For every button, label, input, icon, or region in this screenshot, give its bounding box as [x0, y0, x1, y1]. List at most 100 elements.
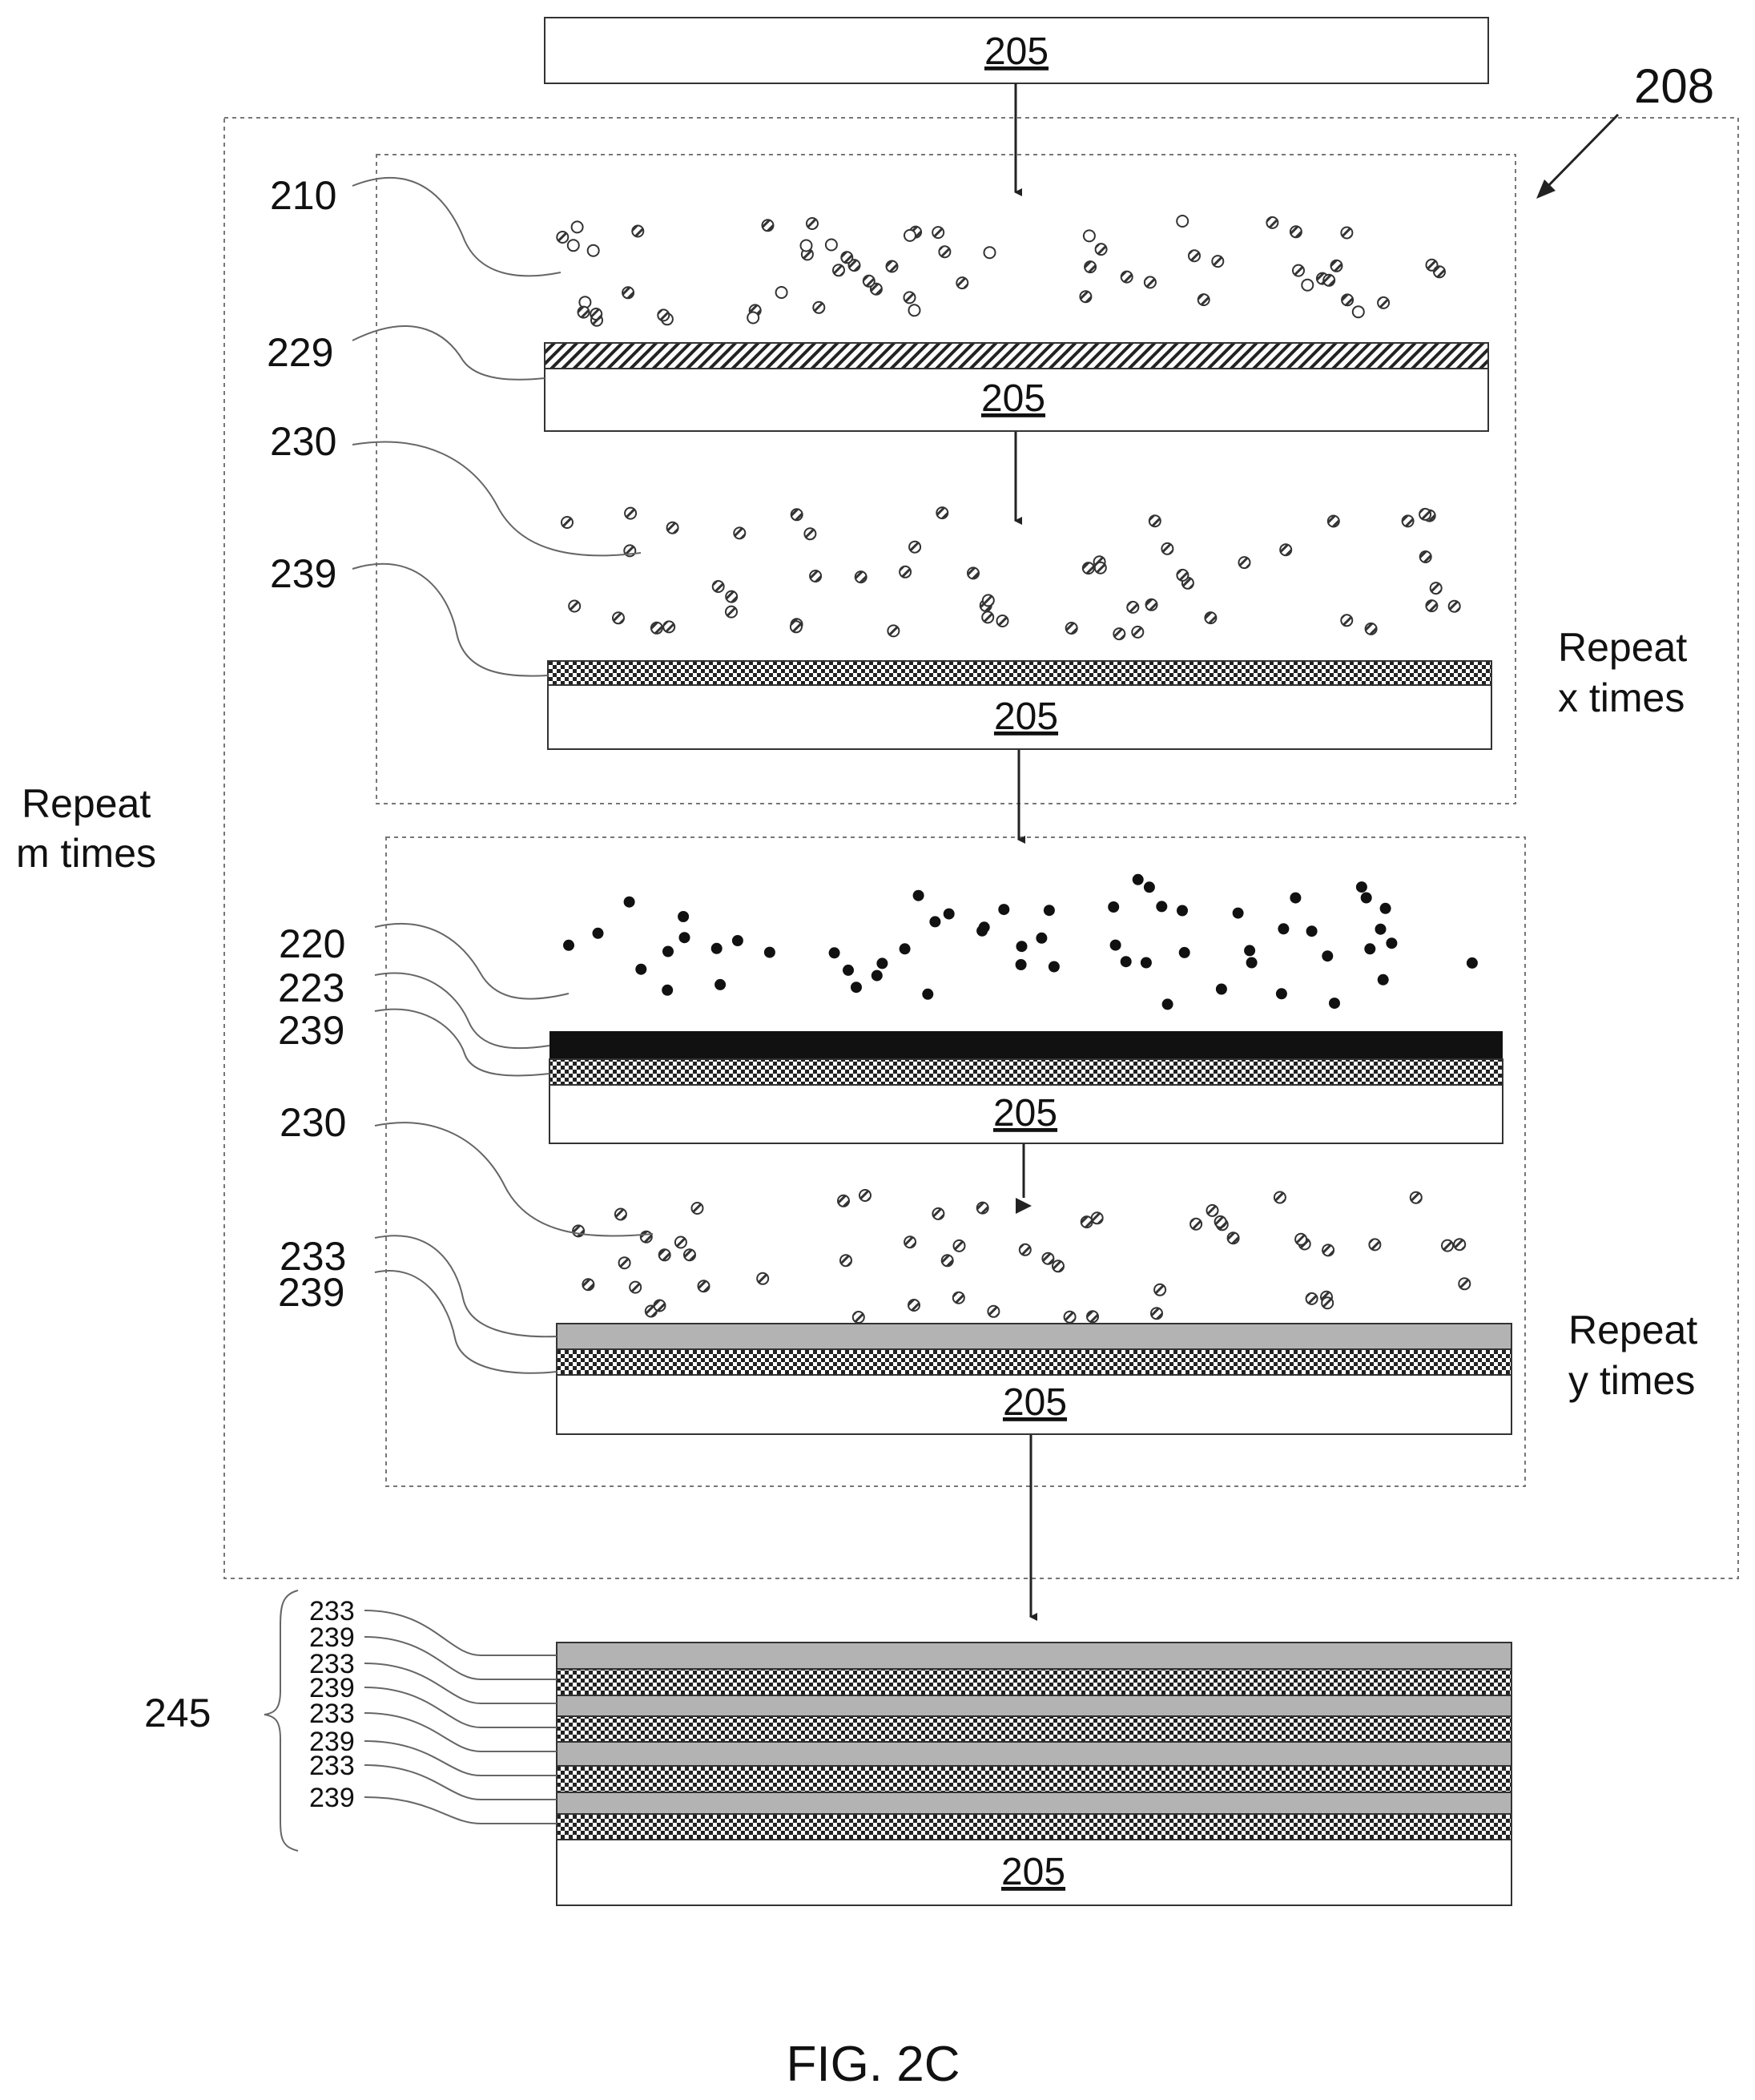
particle [904, 228, 916, 242]
layer-239-step3 [549, 1058, 1503, 1086]
particle [1016, 941, 1028, 953]
particle [650, 621, 663, 635]
stack-leader [364, 1764, 557, 1800]
particle [714, 978, 727, 990]
particle [1425, 599, 1439, 613]
particle [1094, 243, 1108, 256]
particle [851, 1311, 865, 1324]
particle [824, 238, 838, 252]
particle [731, 935, 743, 946]
particle [1379, 902, 1391, 914]
particle [1377, 973, 1389, 986]
repeat-x-frame [376, 154, 1516, 804]
stack-layer-label: 233 [309, 1596, 355, 1626]
leader-220 [374, 923, 570, 1000]
particle [1177, 905, 1188, 917]
repeat-m-line2: m times [16, 831, 156, 876]
particle [789, 620, 803, 634]
leader-229 [352, 325, 545, 381]
substrate-step1 [544, 368, 1489, 432]
particle [725, 605, 738, 619]
repeat-m-line1: Repeat [22, 781, 151, 826]
particle [812, 300, 826, 314]
leader-233 [374, 1235, 557, 1338]
stack-layer-label: 239 [309, 1622, 355, 1653]
particle [859, 1189, 871, 1202]
particle [799, 239, 813, 252]
particle [1041, 1252, 1055, 1265]
particle [653, 1299, 666, 1312]
particle [851, 981, 862, 994]
particle [1386, 937, 1398, 949]
particle [903, 291, 916, 304]
stack-leader [364, 1663, 557, 1704]
stack-layer-label: 239 [309, 1783, 355, 1813]
particle [908, 304, 921, 317]
particle [572, 1224, 586, 1238]
particle [568, 599, 582, 613]
particle [629, 1280, 642, 1294]
label-239: 239 [278, 1008, 344, 1053]
particle [697, 1280, 710, 1293]
particle [1246, 957, 1258, 969]
particle [1409, 1191, 1423, 1204]
particle [938, 245, 952, 259]
particle [1215, 983, 1227, 995]
particle [657, 308, 670, 322]
particle [1206, 1203, 1219, 1217]
particle [1052, 1260, 1065, 1273]
stack-leader [364, 1712, 557, 1752]
particle [577, 305, 590, 319]
repeat-y-line2: y times [1568, 1358, 1695, 1403]
particle [887, 624, 900, 638]
leader-239 [352, 562, 549, 677]
stack-layer-label: 239 [309, 1727, 355, 1757]
repeat-y-frame [385, 836, 1526, 1487]
label-233: 233 [280, 1234, 346, 1279]
particle [854, 570, 867, 584]
particle [635, 963, 647, 975]
particle [1419, 507, 1432, 521]
particle [983, 246, 996, 260]
particle [843, 964, 854, 976]
particles-210 [556, 215, 1446, 327]
particle [622, 286, 635, 300]
particle [1301, 278, 1314, 292]
particle [809, 570, 823, 582]
particle [1441, 1239, 1454, 1252]
particle [1364, 622, 1378, 635]
layer-223 [549, 1031, 1503, 1059]
particle [943, 908, 955, 920]
particle [1143, 881, 1155, 893]
particle [912, 889, 924, 901]
particle [952, 1291, 965, 1304]
particle [561, 516, 574, 529]
particle [710, 942, 723, 954]
particle [1275, 988, 1287, 1000]
particle [1340, 614, 1354, 627]
particle [614, 1207, 627, 1221]
leader-210 [352, 176, 562, 277]
particle [612, 611, 625, 625]
particle [1132, 873, 1144, 885]
particle [981, 611, 995, 624]
particle [1419, 550, 1432, 563]
arrow-4-head [1016, 1198, 1032, 1214]
particle [1351, 305, 1365, 319]
repeat-y-line1: Repeat [1568, 1308, 1697, 1352]
particle [996, 615, 1009, 627]
particle [899, 943, 911, 955]
particle [1226, 1231, 1240, 1245]
particle [832, 264, 845, 277]
substrate-label: 205 [1003, 1381, 1067, 1424]
particle [1429, 582, 1443, 595]
particle [1145, 598, 1158, 611]
particle [976, 1201, 989, 1215]
particle [624, 506, 638, 520]
particle [1189, 1217, 1203, 1231]
particle [1273, 1191, 1286, 1204]
particle [1188, 249, 1201, 263]
particles-220 [563, 873, 1478, 1010]
